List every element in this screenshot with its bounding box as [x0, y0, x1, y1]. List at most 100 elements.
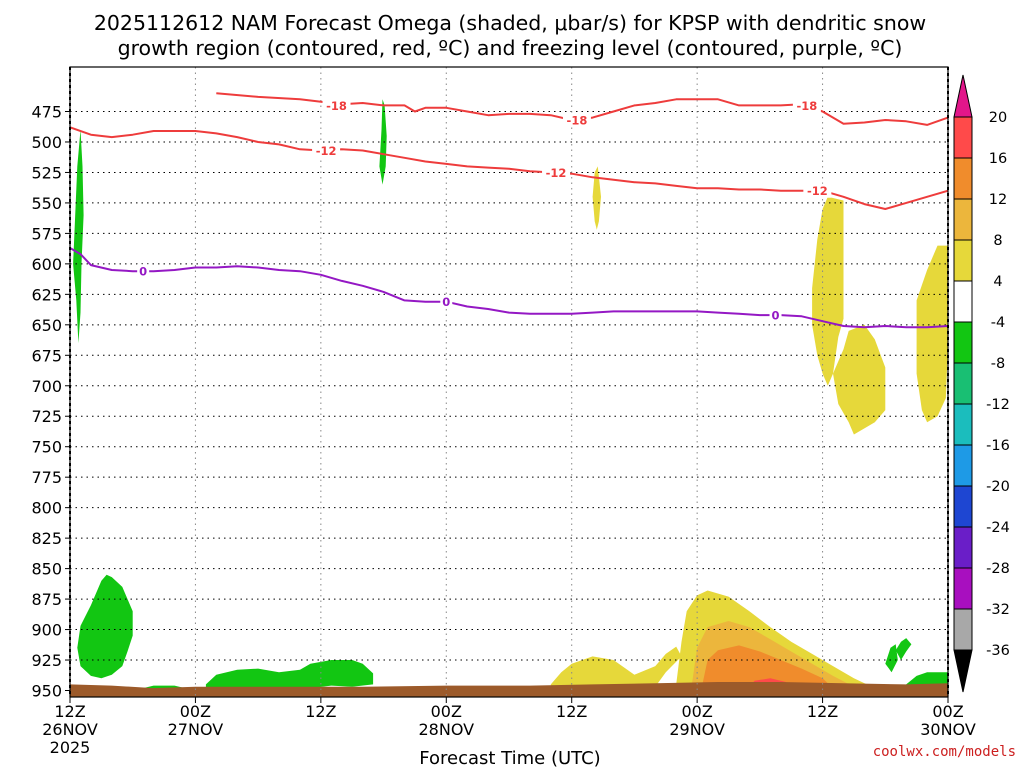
- contour-label-bg: [542, 165, 571, 180]
- colorbar-label: -32: [986, 602, 1010, 618]
- y-tick-label-475: 475: [31, 103, 62, 122]
- colorbar-segment: [953, 198, 973, 241]
- terrain-surface: [70, 682, 948, 697]
- contour-label-dgz-minus12: -12: [807, 184, 828, 198]
- y-tick-label-825: 825: [31, 529, 62, 548]
- contour-label-bg: [803, 183, 832, 198]
- y-tick-label-725: 725: [31, 407, 62, 426]
- colorbar-segment: [953, 280, 973, 323]
- y-tick-label-700: 700: [31, 377, 62, 396]
- plot-area: -18 -18 -18 -12 -12 -12 0 0 0: [70, 67, 948, 697]
- colorbar-segment: [953, 567, 973, 610]
- omega-lift-upper-27nov: [379, 99, 387, 185]
- colorbar-segment: [953, 239, 973, 282]
- contour-label-freezing-level-0: 0: [139, 265, 147, 279]
- x-tick-label-48: 12Z: [556, 702, 587, 721]
- x-tick-label-84: 00Z: [932, 702, 963, 721]
- y-tick-label-850: 850: [31, 560, 62, 579]
- y-tick-label-550: 550: [31, 194, 62, 213]
- colorbar-segment: [953, 444, 973, 487]
- x-tick-label-12: 00Z: [180, 702, 211, 721]
- contour-label-dgz-minus18: -18: [567, 114, 588, 128]
- colorbar-segment: [953, 362, 973, 405]
- colorbar-label: 12: [989, 192, 1007, 208]
- chart-title-line2: growth region (contoured, red, ºC) and f…: [118, 36, 903, 60]
- contour-label-freezing-level-0: 0: [442, 295, 450, 309]
- omega-lift-sfc-29nov-b: [885, 644, 898, 673]
- colorbar-segment: [953, 157, 973, 200]
- colorbar-label: -12: [986, 397, 1010, 413]
- colorbar-label: -8: [991, 356, 1005, 372]
- axes: 475 500 525 550 575 600 625 650 675 700 725 750 775 8…: [31, 66, 976, 757]
- x-tick-label-24: 12Z: [305, 702, 336, 721]
- colorbar-label: 20: [989, 110, 1007, 126]
- x-tick-date-12: 27NOV: [168, 720, 224, 739]
- y-tick-label-625: 625: [31, 285, 62, 304]
- contour-dgz-minus12: [70, 126, 948, 210]
- x-tick-date-36: 28NOV: [418, 720, 474, 739]
- y-tick-label-800: 800: [31, 499, 62, 518]
- colorbar-top-arrow: [953, 74, 973, 118]
- x-tick-label-60: 00Z: [681, 702, 712, 721]
- chart-title-line1: 2025112612 NAM Forecast Omega (shaded, μ…: [94, 11, 926, 35]
- y-tick-label-750: 750: [31, 438, 62, 457]
- y-tick-label-925: 925: [31, 651, 62, 670]
- contour-label-dgz-minus12: -12: [546, 166, 567, 180]
- x-tick-year-0: 2025: [50, 738, 91, 757]
- contour-label-freezing-level-0: 0: [772, 309, 780, 323]
- contour-freezing-level-0: [70, 247, 948, 329]
- colorbar: 20 16 12 8 4 -4 -8 -12 -16 -20 -24 -28 -32 -36: [953, 74, 1010, 693]
- colorbar-segment: [953, 608, 973, 651]
- y-tick-label-525: 525: [31, 163, 62, 182]
- contour-label-bg: [322, 98, 351, 113]
- x-tick-date-60: 29NOV: [669, 720, 725, 739]
- colorbar-bottom-arrow: [953, 649, 973, 693]
- colorbar-label: 8: [993, 233, 1002, 249]
- x-tick-label-72: 12Z: [807, 702, 838, 721]
- y-tick-label-900: 900: [31, 621, 62, 640]
- x-tick-label-0: 12Z: [54, 702, 85, 721]
- colorbar-segment: [953, 116, 973, 159]
- contour-label-dgz-minus18: -18: [326, 99, 347, 113]
- colorbar-segment: [953, 526, 973, 569]
- omega-sink-4-mid-29nov-b: [833, 324, 886, 435]
- colorbar-label: -36: [986, 643, 1010, 659]
- contour-label-bg: [137, 264, 150, 279]
- colorbar-label: -28: [986, 561, 1010, 577]
- contour-label-dgz-minus18: -18: [797, 99, 818, 113]
- y-tick-label-675: 675: [31, 346, 62, 365]
- contour-label-bg: [769, 308, 782, 323]
- omega-lift-sfc-27nov-b: [205, 660, 374, 691]
- colorbar-label: 16: [989, 151, 1007, 167]
- omega-lift-sfc-26nov: [77, 574, 133, 679]
- contour-label-bg: [792, 98, 821, 113]
- contour-label-bg: [312, 143, 341, 158]
- omega-sink-4-mid-29nov-a: [812, 196, 844, 386]
- contour-label-dgz-minus12: -12: [316, 144, 337, 158]
- x-tick-label-36: 00Z: [431, 702, 462, 721]
- plot-frame: [69, 66, 949, 698]
- contour-dgz-minus18: [216, 92, 948, 126]
- colorbar-label: -4: [991, 315, 1005, 331]
- omega-sink-4-sfc-28nov: [550, 646, 682, 691]
- x-axis-label: Forecast Time (UTC): [419, 748, 600, 768]
- x-tick-date-84: 30NOV: [920, 720, 976, 739]
- y-tick-label-575: 575: [31, 224, 62, 243]
- contour-label-bg: [440, 294, 453, 309]
- colorbar-segment: [953, 321, 973, 364]
- omega-sink-4-upper-28nov: [592, 166, 601, 230]
- colorbar-label: -24: [986, 520, 1010, 536]
- y-tick-label-600: 600: [31, 255, 62, 274]
- contour-label-bg: [562, 113, 591, 128]
- x-tick-date-0: 26NOV: [42, 720, 98, 739]
- colorbar-label: -20: [986, 479, 1010, 495]
- y-tick-label-875: 875: [31, 590, 62, 609]
- colorbar-label: -16: [986, 438, 1010, 454]
- colorbar-segment: [953, 403, 973, 446]
- colorbar-segment: [953, 485, 973, 528]
- credit-text: coolwx.com/models: [873, 744, 1016, 760]
- y-tick-label-950: 950: [31, 682, 62, 701]
- colorbar-label: 4: [993, 274, 1002, 290]
- omega-sink-12-29nov: [702, 645, 833, 691]
